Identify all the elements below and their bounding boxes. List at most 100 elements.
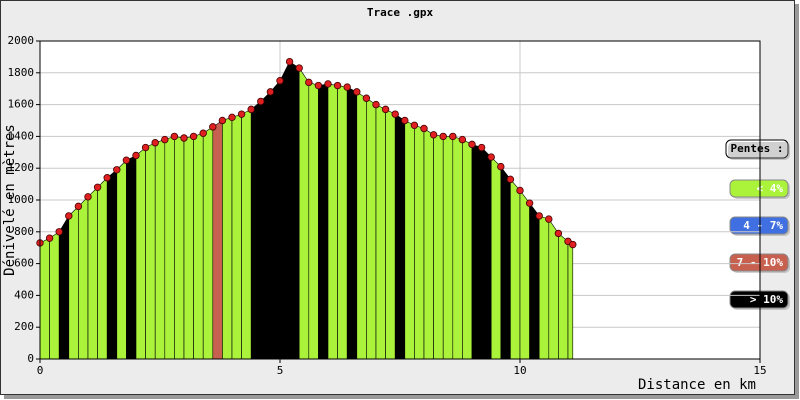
legend-title-box (725, 139, 789, 159)
slope-segment (394, 113, 406, 360)
slope-segment (270, 79, 281, 360)
profile-point (497, 162, 505, 171)
slope-segment (164, 135, 175, 360)
slope-segment (452, 135, 463, 360)
slope-segment (145, 142, 156, 360)
y-axis-label: Dénivelé en mètres (2, 124, 18, 276)
legend-shadow (728, 142, 790, 160)
profile-point (266, 88, 275, 96)
slope-segment (106, 169, 118, 360)
profile-point (209, 123, 217, 131)
profile-point (516, 186, 524, 195)
profile-point (353, 88, 361, 96)
profile-point (458, 135, 467, 144)
y-tick-label: 2000 (8, 34, 35, 47)
y-tick-label: 800 (14, 225, 34, 238)
profile-point (285, 57, 294, 66)
slope-segment (567, 240, 574, 360)
slope-segment (558, 232, 569, 360)
profile-point (410, 121, 419, 129)
profile-point (420, 124, 428, 133)
slope-segment (126, 154, 137, 360)
slope-segment (298, 67, 310, 360)
slope-segment (289, 61, 300, 360)
legend-swatch (729, 179, 789, 198)
slope-segment (375, 104, 386, 360)
y-tick-label: 0 (27, 352, 34, 365)
slope-segment (529, 202, 540, 360)
profile-point (276, 77, 284, 85)
slope-segment (423, 127, 434, 360)
slope-segment (490, 156, 502, 360)
profile-point (65, 212, 73, 220)
frame-shadow (4, 395, 799, 399)
slope-segment (404, 120, 415, 360)
slope-segment (510, 178, 521, 360)
slope-segment (433, 134, 444, 360)
frame-shadow (795, 4, 799, 398)
slope-segment (519, 189, 530, 360)
profile-point (103, 174, 111, 182)
slope-segment (366, 97, 377, 360)
legend-label: > 10% (750, 293, 783, 306)
x-tick-label: 10 (513, 364, 526, 377)
slope-segment (68, 205, 79, 360)
profile-point (569, 240, 577, 249)
legend-swatch (729, 216, 789, 235)
y-tick-label: 1200 (8, 161, 35, 174)
slope-segment (481, 146, 492, 360)
y-tick-label: 1600 (8, 98, 35, 111)
profile-point (189, 132, 198, 141)
slope-segment (356, 91, 367, 360)
profile-point (218, 116, 227, 125)
profile-point (487, 153, 495, 161)
profile-point (305, 78, 313, 87)
slope-segment (414, 124, 425, 360)
profile-point (439, 132, 447, 141)
profile-point (391, 110, 399, 118)
legend-title: Pentes : (731, 142, 784, 155)
profile-point (55, 228, 63, 236)
legend-label: < 4% (757, 182, 784, 195)
profile-point (237, 110, 246, 118)
profile-point (257, 97, 265, 106)
slope-segment (471, 143, 482, 360)
y-tick-label: 200 (14, 320, 34, 333)
y-tick-label: 600 (14, 257, 34, 270)
slope-segment (337, 85, 348, 360)
slope-segment (231, 113, 242, 360)
x-tick-label: 15 (753, 364, 766, 377)
slope-segment (327, 83, 338, 360)
slope-segment (78, 196, 89, 360)
slope-segment (241, 108, 252, 360)
slope-segment (183, 136, 194, 360)
profile-point (401, 116, 409, 125)
slope-segment (385, 108, 396, 360)
profile-point (141, 143, 150, 152)
profile-point (45, 234, 54, 242)
profile-point (132, 151, 140, 160)
profile-point (554, 229, 563, 238)
slope-segment (308, 81, 319, 360)
legend-label: 4 - 7% (743, 219, 783, 232)
slope-segment (222, 116, 233, 360)
chart-title: Trace .gpx (367, 6, 434, 19)
slope-segment (39, 237, 50, 360)
profile-point (74, 202, 83, 211)
profile-point (180, 134, 188, 142)
x-tick-label: 5 (277, 364, 284, 377)
profile-point (122, 156, 131, 164)
profile-point (468, 140, 476, 149)
slope-segment (538, 215, 550, 360)
slope-segment (193, 132, 204, 360)
slope-segment (97, 177, 108, 360)
profile-point (449, 132, 457, 141)
slope-segment (116, 159, 127, 360)
slope-segment (212, 119, 223, 360)
profile-point (362, 94, 371, 102)
x-tick-label: 0 (37, 364, 44, 377)
slope-segment (49, 231, 60, 360)
profile-point (170, 132, 179, 141)
